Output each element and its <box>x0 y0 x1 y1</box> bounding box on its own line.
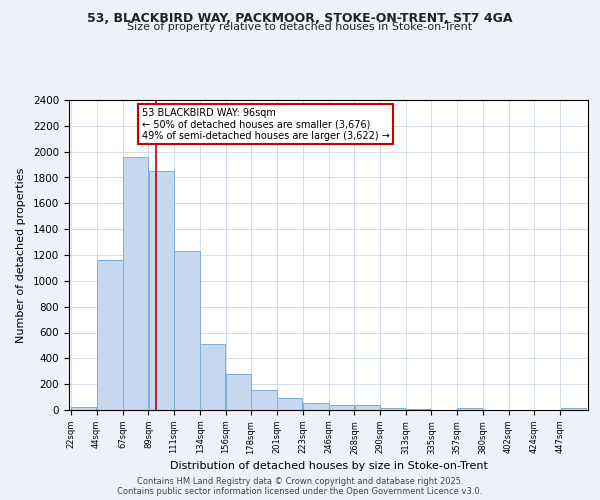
Bar <box>149 171 173 410</box>
Y-axis label: Number of detached properties: Number of detached properties <box>16 168 26 342</box>
Bar <box>277 398 302 410</box>
Bar <box>174 251 200 410</box>
Bar <box>355 406 380 410</box>
Bar <box>71 408 97 410</box>
Bar <box>200 344 226 410</box>
Text: 53 BLACKBIRD WAY: 96sqm
← 50% of detached houses are smaller (3,676)
49% of semi: 53 BLACKBIRD WAY: 96sqm ← 50% of detache… <box>142 108 389 141</box>
Bar <box>329 405 354 410</box>
Bar <box>380 408 406 410</box>
X-axis label: Distribution of detached houses by size in Stoke-on-Trent: Distribution of detached houses by size … <box>170 460 487 470</box>
Bar <box>560 408 586 410</box>
Text: Contains HM Land Registry data © Crown copyright and database right 2025.: Contains HM Land Registry data © Crown c… <box>137 478 463 486</box>
Bar <box>123 157 148 410</box>
Text: Contains public sector information licensed under the Open Government Licence v3: Contains public sector information licen… <box>118 488 482 496</box>
Bar <box>226 374 251 410</box>
Bar <box>251 390 277 410</box>
Text: Size of property relative to detached houses in Stoke-on-Trent: Size of property relative to detached ho… <box>127 22 473 32</box>
Bar <box>457 408 483 410</box>
Bar <box>97 260 123 410</box>
Bar <box>303 403 329 410</box>
Text: 53, BLACKBIRD WAY, PACKMOOR, STOKE-ON-TRENT, ST7 4GA: 53, BLACKBIRD WAY, PACKMOOR, STOKE-ON-TR… <box>87 12 513 26</box>
